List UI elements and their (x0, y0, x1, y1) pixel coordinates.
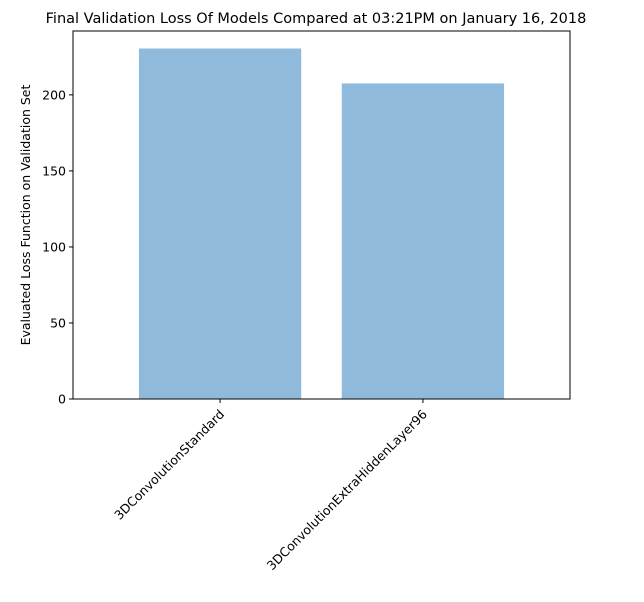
y-axis-label: Evaluated Loss Function on Validation Se… (18, 84, 33, 345)
bar-3DConvolutionExtraHiddenLayer96 (341, 83, 505, 400)
bar-3DConvolutionStandard (138, 48, 302, 399)
y-tick-label: 0 (58, 392, 66, 407)
y-tick-label: 200 (42, 87, 66, 102)
x-axis-ticks: 3DConvolutionStandard 3DConvolutionExtraH… (111, 399, 430, 573)
y-tick-label: 150 (42, 163, 66, 178)
bars-layer (138, 48, 505, 400)
y-tick-label: 100 (42, 239, 66, 254)
plot-frame (72, 30, 571, 400)
chart-title: Final Validation Loss Of Models Compared… (46, 11, 587, 27)
x-tick-label: 3DConvolutionStandard (111, 407, 227, 523)
y-axis-ticks: 0 50 100 150 200 (42, 87, 73, 407)
y-tick-label: 50 (50, 315, 66, 330)
x-tick-label: 3DConvolutionExtraHiddenLayer96 (264, 406, 430, 572)
